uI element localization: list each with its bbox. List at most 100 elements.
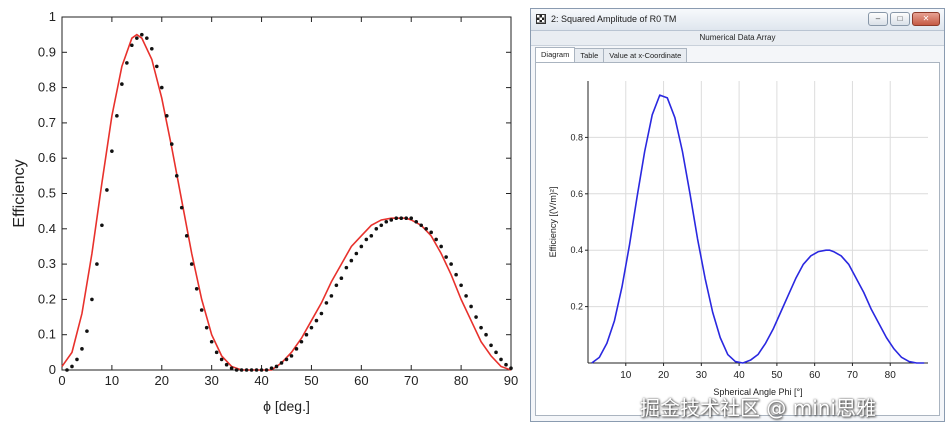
window-title: 2: Squared Amplitude of R0 TM	[551, 14, 677, 24]
data-point	[304, 332, 309, 337]
data-point	[184, 234, 189, 238]
data-point	[389, 218, 394, 222]
data-point	[434, 237, 438, 242]
data-point	[135, 36, 139, 40]
data-point	[75, 357, 79, 362]
y-tick-label: 0.8	[38, 80, 56, 95]
data-point	[494, 350, 498, 355]
maximize-button[interactable]: □	[890, 12, 910, 26]
x-tick-label: 40	[254, 373, 268, 388]
data-point	[459, 283, 463, 288]
data-point	[174, 174, 179, 178]
data-point	[404, 216, 409, 221]
x-tick-label: 50	[771, 370, 783, 381]
data-point	[319, 311, 324, 316]
data-point	[469, 304, 473, 309]
data-point	[349, 258, 354, 263]
data-point	[159, 85, 164, 90]
x-tick-label: 80	[885, 370, 897, 381]
data-point	[334, 283, 339, 288]
y-tick-label: 0.3	[38, 256, 56, 271]
x-tick-label: 30	[696, 370, 708, 381]
data-point	[154, 64, 159, 69]
data-point	[259, 368, 264, 372]
data-point	[489, 343, 493, 348]
data-point	[219, 357, 224, 362]
x-axis-label: ϕ [deg.]	[263, 398, 310, 414]
data-point	[70, 364, 74, 369]
data-point	[189, 262, 194, 266]
panel-title: Numerical Data Array	[531, 31, 944, 46]
data-point	[429, 230, 433, 235]
x-tick-label: 50	[304, 373, 318, 388]
close-button[interactable]: ✕	[912, 12, 940, 26]
data-point	[344, 265, 349, 270]
data-point	[314, 318, 319, 323]
y-tick-label: 0.6	[38, 150, 56, 165]
data-point	[339, 276, 344, 281]
data-point	[479, 325, 483, 330]
data-point	[105, 188, 109, 192]
y-tick-label: 0.8	[570, 132, 583, 142]
data-point	[509, 366, 513, 371]
y-tick-label: 0.1	[38, 327, 56, 342]
tab-value-at-x[interactable]: Value at x-Coordinate	[603, 48, 688, 62]
diagram-plot-area: 10 20 30 40 50 60 70 80 0.2 0.4 0.6 0.8 Spherical An…	[535, 62, 940, 416]
x-axis-label: Spherical Angle Phi [°]	[713, 387, 802, 397]
y-tick-label: 0	[49, 362, 56, 377]
tab-table[interactable]: Table	[574, 48, 605, 62]
data-point	[65, 368, 69, 372]
data-point	[399, 216, 404, 221]
data-point	[439, 244, 443, 249]
data-point	[299, 339, 304, 344]
x-tick-label: 40	[734, 370, 746, 381]
y-tick-label: 1	[49, 9, 56, 24]
y-tick-label: 0.5	[38, 186, 56, 201]
data-point	[394, 216, 399, 221]
data-point	[474, 315, 478, 319]
data-point	[244, 368, 249, 372]
watermark-text: 掘金技术社区 @ mini思雅	[640, 396, 876, 420]
plot-frame	[61, 16, 512, 371]
data-point	[204, 325, 209, 330]
x-tick-label: 90	[504, 373, 518, 388]
data-point	[110, 149, 114, 153]
data-point	[130, 43, 134, 48]
data-point	[199, 308, 204, 312]
x-tick-label: 10	[105, 373, 119, 388]
x-tick-label: 60	[809, 370, 821, 381]
x-tick-label: 30	[204, 373, 218, 388]
window-titlebar[interactable]: 2: Squared Amplitude of R0 TM – □ ✕	[531, 9, 944, 31]
data-point	[444, 255, 448, 259]
data-point	[150, 46, 154, 51]
y-axis-label: Efficiency [(V/m)²]	[548, 187, 558, 258]
y-axis-label: Efficiency	[11, 159, 28, 227]
data-point	[329, 294, 334, 298]
data-point	[354, 251, 359, 256]
x-tick-label: 0	[58, 373, 65, 388]
data-point	[384, 219, 389, 224]
data-point	[254, 368, 259, 372]
y-tick-label: 0.2	[570, 302, 583, 312]
blue-curve-series	[591, 94, 925, 364]
data-point	[324, 301, 329, 305]
tab-diagram[interactable]: Diagram	[535, 47, 576, 63]
data-point	[504, 362, 508, 367]
y-tick-label: 0.6	[570, 189, 583, 199]
data-point	[164, 114, 169, 118]
minimize-button[interactable]: –	[868, 12, 888, 26]
data-point	[145, 36, 149, 40]
data-point	[140, 32, 144, 37]
data-point	[179, 205, 184, 210]
x-tick-label: 70	[404, 373, 418, 388]
x-tick-label: 20	[658, 370, 670, 381]
data-point	[125, 61, 129, 65]
data-point	[309, 325, 314, 330]
data-point	[214, 350, 219, 355]
y-tick-label: 0.4	[38, 221, 56, 236]
data-point	[234, 368, 239, 372]
data-point	[90, 297, 94, 302]
data-point	[229, 366, 234, 371]
data-point	[100, 223, 104, 228]
data-point	[239, 368, 244, 372]
